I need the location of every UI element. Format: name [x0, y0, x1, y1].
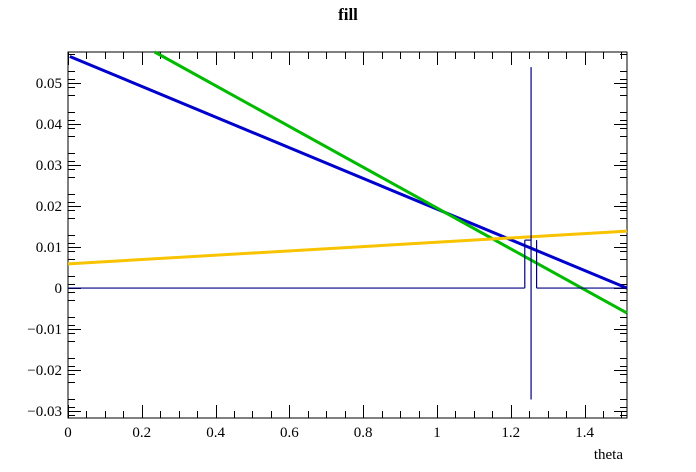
y-tick-label: 0.03: [36, 158, 62, 174]
y-tick-label: 0.01: [36, 240, 62, 256]
x-tick-label: 0.4: [206, 425, 225, 441]
series-green-line: [153, 50, 628, 315]
x-tick-label: 1.2: [501, 425, 520, 441]
x-tick-label: 0.8: [354, 425, 373, 441]
data-series-layer: [67, 50, 628, 400]
series-blue-line: [69, 55, 628, 290]
y-tick-label: −0.02: [27, 363, 62, 379]
x-tick-label: 0.2: [132, 425, 151, 441]
x-axis-tick-labels: 0 0.2 0.4 0.6 0.8 1 1.2 1.4: [64, 425, 594, 441]
series-yellow-line: [67, 229, 628, 266]
x-tick-label: 0: [64, 425, 72, 441]
x-tick-label: 1: [433, 425, 441, 441]
x-tick-label: 0.6: [280, 425, 299, 441]
chart-title: fill: [338, 5, 358, 24]
y-tick-label: −0.03: [27, 404, 62, 420]
x-tick-label: 1.4: [575, 425, 594, 441]
y-tick-label: −0.01: [27, 322, 62, 338]
y-axis-tick-labels: 0.05 0.04 0.03 0.02 0.01 0 −0.01 −0.02 −0.03: [27, 76, 62, 420]
y-tick-label: 0.04: [36, 117, 63, 133]
y-tick-label: 0: [55, 281, 63, 297]
y-tick-label: 0.05: [36, 76, 62, 92]
y-tick-label: 0.02: [36, 199, 62, 215]
x-axis-title: theta: [594, 447, 623, 463]
